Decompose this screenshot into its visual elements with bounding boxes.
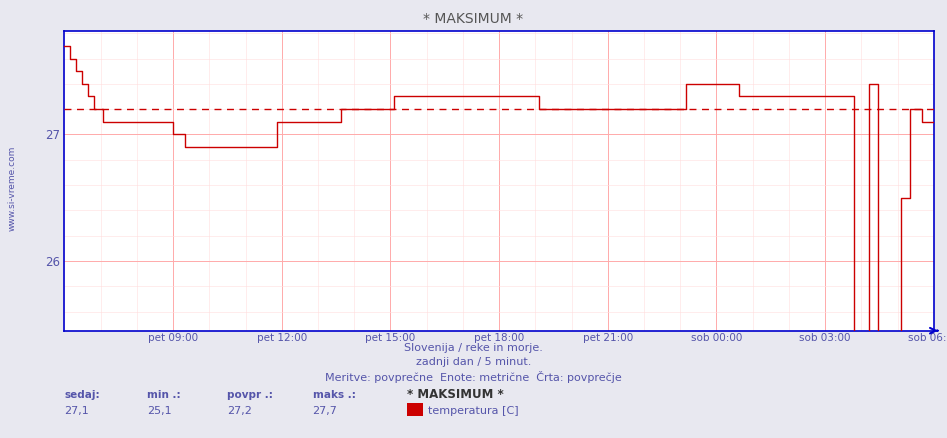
Text: 27,7: 27,7 xyxy=(313,406,337,416)
Text: 27,1: 27,1 xyxy=(64,406,89,416)
Text: Slovenija / reke in morje.: Slovenija / reke in morje. xyxy=(404,343,543,353)
Text: zadnji dan / 5 minut.: zadnji dan / 5 minut. xyxy=(416,357,531,367)
Text: * MAKSIMUM *: * MAKSIMUM * xyxy=(407,388,504,401)
Text: www.si-vreme.com: www.si-vreme.com xyxy=(8,146,17,231)
Text: sedaj:: sedaj: xyxy=(64,390,100,400)
Text: 27,2: 27,2 xyxy=(227,406,252,416)
Text: * MAKSIMUM *: * MAKSIMUM * xyxy=(423,12,524,26)
Text: maks .:: maks .: xyxy=(313,390,355,400)
Text: povpr .:: povpr .: xyxy=(227,390,273,400)
Text: min .:: min .: xyxy=(147,390,181,400)
Text: temperatura [C]: temperatura [C] xyxy=(428,406,519,416)
Text: 25,1: 25,1 xyxy=(147,406,171,416)
Text: Meritve: povprečne  Enote: metrične  Črta: povprečje: Meritve: povprečne Enote: metrične Črta:… xyxy=(325,371,622,382)
